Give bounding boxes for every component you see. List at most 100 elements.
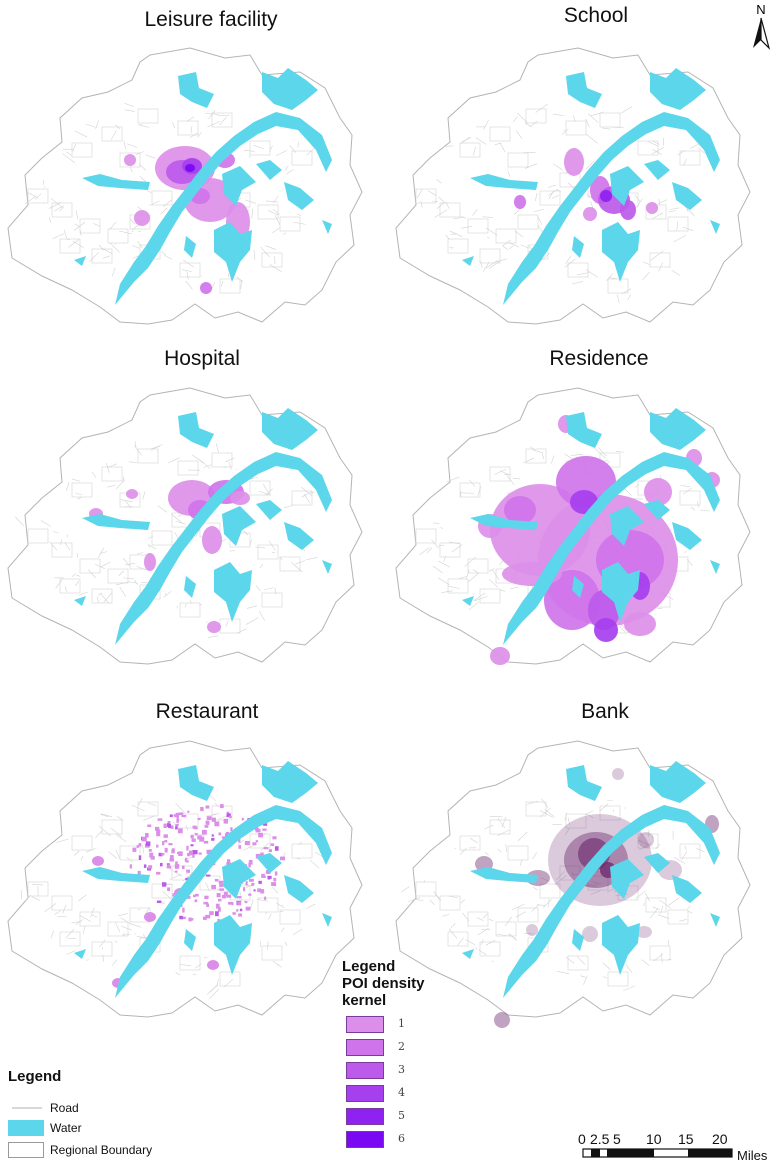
density-dot <box>228 902 233 905</box>
density-dot <box>149 849 152 852</box>
panel-title-residence: Residence <box>549 347 648 371</box>
density-dot <box>206 875 211 877</box>
density-dot <box>137 879 140 882</box>
density-dot <box>227 813 231 817</box>
density-dot <box>275 871 277 875</box>
density-dot <box>212 818 216 822</box>
density-dot <box>267 876 271 879</box>
density-dot <box>188 918 191 922</box>
panel-title-leisure: Leisure facility <box>144 8 277 32</box>
density-blob <box>504 496 536 524</box>
density-dot <box>256 854 261 859</box>
density-dot <box>171 911 174 915</box>
density-blob <box>578 838 610 870</box>
density-blob <box>526 924 538 936</box>
density-dot <box>193 895 196 897</box>
density-dot <box>216 904 220 909</box>
density-dot <box>158 818 163 820</box>
density-dot <box>251 883 254 886</box>
density-dot <box>269 849 272 852</box>
density-blob <box>638 832 654 848</box>
water-layer <box>462 408 720 645</box>
density-dot <box>242 865 245 868</box>
density-dot <box>271 882 276 886</box>
density-legend-subtitle: POI density <box>342 975 482 992</box>
density-dot <box>174 910 177 912</box>
density-blob <box>583 207 597 221</box>
density-dot <box>198 818 201 820</box>
density-dot <box>178 828 183 833</box>
density-dot <box>237 896 242 898</box>
density-dot <box>249 860 253 865</box>
density-dot <box>238 913 242 916</box>
density-dot <box>175 871 177 873</box>
density-legend-subtitle-2: kernel <box>342 992 482 1009</box>
density-dot <box>149 853 153 858</box>
density-blob <box>92 856 104 866</box>
density-dot <box>264 847 269 849</box>
density-blob <box>658 860 682 880</box>
scale-tick-label: 10 <box>646 1131 662 1147</box>
density-dot <box>252 842 256 845</box>
density-dot <box>195 894 199 897</box>
density-dot <box>164 834 168 838</box>
density-dot <box>226 832 229 835</box>
density-dot <box>248 863 250 868</box>
density-dot <box>261 874 265 877</box>
density-dot <box>137 845 139 848</box>
density-class-label: 1 <box>398 1017 405 1030</box>
density-dot <box>219 888 224 890</box>
density-class-label: 2 <box>398 1040 405 1053</box>
density-blob <box>168 480 216 516</box>
density-class-label: 6 <box>398 1132 405 1145</box>
density-dot <box>146 841 150 846</box>
density-blob <box>230 491 250 505</box>
density-dot <box>139 843 142 846</box>
density-blob <box>704 472 720 488</box>
density-dot <box>161 853 164 855</box>
density-dot <box>256 829 261 833</box>
density-dot <box>179 916 182 919</box>
density-dot <box>164 824 167 828</box>
density-class-swatch <box>346 1085 384 1102</box>
density-dot <box>258 833 263 838</box>
density-dot <box>168 864 170 868</box>
density-blob <box>624 612 656 636</box>
density-dot <box>191 835 194 839</box>
north-arrow: N <box>748 0 774 56</box>
density-dot <box>239 880 243 883</box>
density-dot <box>174 907 177 909</box>
density-blob <box>215 152 235 168</box>
density-dot <box>210 858 213 862</box>
density-blob <box>112 978 124 988</box>
scale-tick-label: 0 <box>578 1131 586 1147</box>
density-dot <box>249 879 254 882</box>
density-dot <box>227 895 232 898</box>
density-dot <box>263 823 267 826</box>
density-dot <box>160 863 163 866</box>
density-dot <box>229 816 232 819</box>
density-dot <box>272 836 276 839</box>
density-dot <box>227 812 230 814</box>
density-dot <box>167 887 170 891</box>
density-dot <box>171 849 174 853</box>
road-network <box>15 441 317 637</box>
density-blob <box>598 186 630 214</box>
density-class-row: 6 <box>346 1131 466 1151</box>
water-layer <box>462 68 720 305</box>
density-blob <box>490 484 590 576</box>
density-dot <box>144 864 146 867</box>
density-dot <box>186 860 189 862</box>
density-dot <box>247 818 252 822</box>
density-dot <box>216 847 221 850</box>
density-dot <box>237 865 241 868</box>
density-blob <box>644 478 672 506</box>
density-dot <box>193 827 197 829</box>
density-blob <box>490 647 510 665</box>
density-dot <box>231 866 235 870</box>
density-dot <box>178 902 183 907</box>
density-dot <box>170 855 174 859</box>
density-dot <box>227 859 230 862</box>
density-dot <box>178 851 182 856</box>
density-blob <box>475 856 493 872</box>
